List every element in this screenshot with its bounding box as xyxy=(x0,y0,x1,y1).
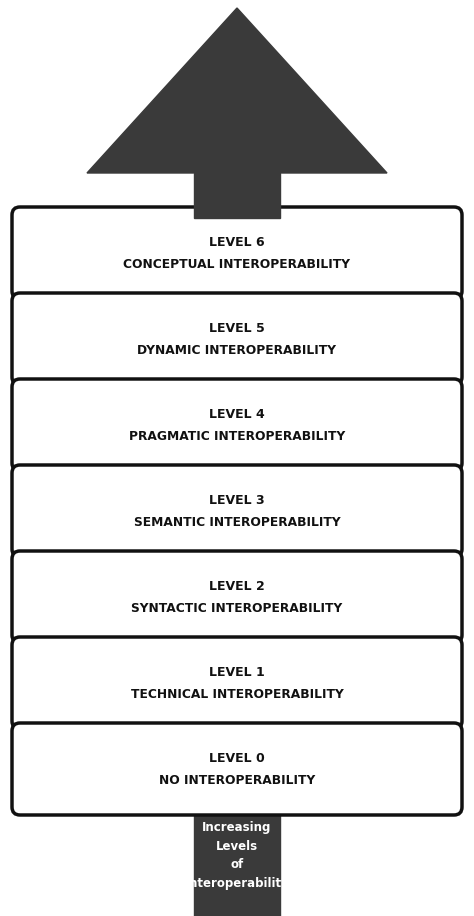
FancyBboxPatch shape xyxy=(12,637,462,729)
Text: LEVEL 6: LEVEL 6 xyxy=(209,236,265,249)
Text: SEMANTIC INTEROPERABILITY: SEMANTIC INTEROPERABILITY xyxy=(134,516,340,529)
FancyBboxPatch shape xyxy=(12,551,462,643)
Polygon shape xyxy=(194,173,280,218)
FancyBboxPatch shape xyxy=(12,465,462,557)
Text: LEVEL 5: LEVEL 5 xyxy=(209,322,265,335)
FancyBboxPatch shape xyxy=(12,379,462,471)
Text: LEVEL 2: LEVEL 2 xyxy=(209,581,265,594)
FancyBboxPatch shape xyxy=(12,293,462,385)
FancyBboxPatch shape xyxy=(12,723,462,815)
Text: LEVEL 4: LEVEL 4 xyxy=(209,409,265,421)
Text: SYNTACTIC INTEROPERABILITY: SYNTACTIC INTEROPERABILITY xyxy=(131,602,343,615)
Text: PRAGMATIC INTEROPERABILITY: PRAGMATIC INTEROPERABILITY xyxy=(129,430,345,442)
Polygon shape xyxy=(194,795,280,916)
Text: LEVEL 1: LEVEL 1 xyxy=(209,667,265,680)
Text: LEVEL 0: LEVEL 0 xyxy=(209,753,265,766)
Polygon shape xyxy=(87,8,387,173)
FancyBboxPatch shape xyxy=(12,207,462,299)
Text: LEVEL 3: LEVEL 3 xyxy=(209,495,265,507)
Text: Increasing
Levels
of
interoperability: Increasing Levels of interoperability xyxy=(185,821,289,890)
Text: DYNAMIC INTEROPERABILITY: DYNAMIC INTEROPERABILITY xyxy=(137,344,337,356)
Text: NO INTEROPERABILITY: NO INTEROPERABILITY xyxy=(159,773,315,787)
Text: TECHNICAL INTEROPERABILITY: TECHNICAL INTEROPERABILITY xyxy=(131,688,343,701)
Text: CONCEPTUAL INTEROPERABILITY: CONCEPTUAL INTEROPERABILITY xyxy=(124,257,350,270)
